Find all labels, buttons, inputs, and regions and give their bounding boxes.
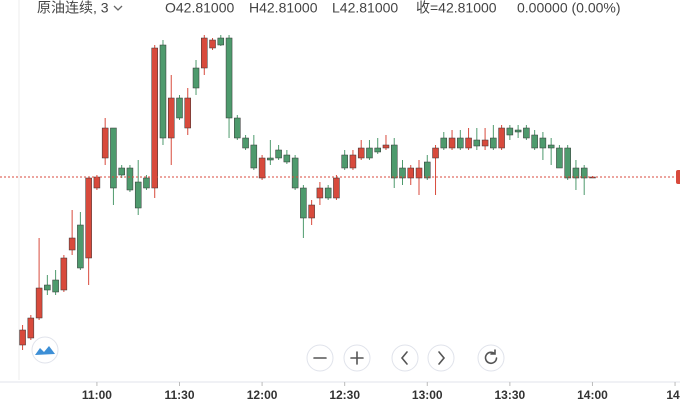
candle-body <box>35 287 43 319</box>
candle-body <box>490 137 497 149</box>
candle-body <box>390 144 398 179</box>
candle-body <box>52 279 59 293</box>
x-tick-label: 11:30 <box>164 388 194 402</box>
candle-body <box>85 177 92 259</box>
candle-body <box>300 187 307 219</box>
candle-body <box>192 67 200 89</box>
candle-body <box>465 137 472 149</box>
candle-body <box>167 97 175 139</box>
candle-body <box>481 139 489 147</box>
candle-body <box>242 137 249 149</box>
candle-body <box>349 154 357 169</box>
candle-body <box>357 147 365 159</box>
x-tick-label: 13:00 <box>412 388 443 402</box>
candle-body <box>201 37 208 69</box>
logo[interactable] <box>31 336 59 364</box>
candle-body <box>547 144 555 149</box>
symbol: 原油连续, 3 <box>37 0 109 16</box>
candle-body <box>217 37 225 46</box>
scroll-left-button[interactable] <box>391 344 419 372</box>
candle-body <box>134 181 142 209</box>
candle-body <box>159 44 167 139</box>
candle-body <box>572 167 580 179</box>
candle-body <box>258 157 266 179</box>
x-tick-label: 11:00 <box>82 388 112 402</box>
candle-body <box>440 137 448 149</box>
candle-body <box>366 147 373 159</box>
candle-body <box>580 167 588 179</box>
candle-body <box>448 137 456 149</box>
candle-body <box>250 144 258 169</box>
candle-body <box>308 204 315 219</box>
candle-body <box>209 39 216 49</box>
low-label: L42.81000 <box>332 0 398 16</box>
candles <box>19 35 596 350</box>
candle-body <box>399 167 406 179</box>
candle-body <box>126 167 134 191</box>
scroll-right-button[interactable] <box>427 344 455 372</box>
candle-body <box>341 154 348 169</box>
candle-body <box>424 161 431 179</box>
candle-body <box>556 147 563 169</box>
last-price-tag <box>676 170 680 184</box>
candle-body <box>531 134 538 149</box>
candle-body <box>564 147 571 179</box>
candle-body <box>101 127 109 159</box>
x-tick-label: 12:30 <box>329 388 360 402</box>
reset-button[interactable] <box>477 344 505 372</box>
candle-body <box>225 37 233 119</box>
candle-body <box>176 97 183 119</box>
candle-body <box>514 129 522 133</box>
candle-body <box>151 47 158 189</box>
candle-body <box>283 154 291 163</box>
candle-body <box>93 176 101 189</box>
x-tick-label: 14: <box>666 388 680 402</box>
x-tick-label: 12:00 <box>247 388 278 402</box>
candle-body <box>118 167 125 176</box>
candle-body <box>267 157 274 161</box>
candle-body <box>506 127 514 136</box>
candle-body <box>19 329 26 346</box>
candle-body <box>77 224 84 269</box>
candle-body <box>44 284 51 291</box>
candle-body <box>234 117 241 139</box>
candle-body <box>539 137 547 149</box>
open-label: O42.81000 <box>165 0 234 16</box>
candle-body <box>316 187 324 199</box>
candle-body <box>275 149 282 159</box>
candle-body <box>457 137 464 149</box>
candle-body <box>523 127 530 139</box>
symbol-menu[interactable] <box>113 5 123 11</box>
candle-body <box>333 177 340 199</box>
candle-body <box>432 147 439 159</box>
zoom-out-button[interactable] <box>306 344 334 372</box>
x-tick-label: 13:30 <box>495 388 526 402</box>
close-label: 收=42.81000 <box>416 0 497 16</box>
candle-body <box>184 97 192 129</box>
candle-body <box>143 177 150 189</box>
candle-body <box>60 257 68 291</box>
zoom-in-button[interactable] <box>343 344 371 372</box>
candle-body <box>110 127 117 189</box>
candle-body <box>68 237 76 251</box>
x-tick-label: 14:00 <box>577 388 608 402</box>
candle-body <box>382 144 390 149</box>
candle-body <box>374 147 381 153</box>
candle-body <box>291 157 299 189</box>
candle-body <box>407 167 415 179</box>
change-label: 0.00000 (0.00%) <box>517 0 621 16</box>
candle-body <box>324 187 332 199</box>
candle-body <box>415 167 423 179</box>
candle-body <box>498 127 505 149</box>
candle-body <box>473 139 481 147</box>
candle-body <box>27 317 35 339</box>
high-label: H42.81000 <box>249 0 318 16</box>
